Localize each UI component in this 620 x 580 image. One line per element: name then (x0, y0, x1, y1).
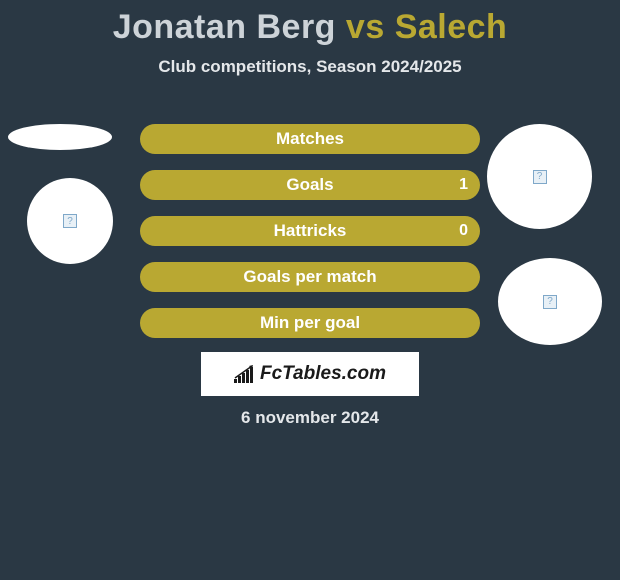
image-placeholder-icon: ? (63, 214, 77, 228)
stat-left (140, 124, 164, 154)
stat-right (456, 262, 480, 292)
bars-icon (234, 365, 256, 383)
player2-name: Salech (395, 8, 508, 46)
logo-text: FcTables.com (260, 363, 386, 385)
right-badge-avatar: ? (487, 124, 592, 229)
stat-left (140, 216, 164, 246)
stat-right: 1 (447, 170, 480, 200)
vs-text: vs (346, 8, 385, 46)
stat-left (140, 308, 164, 338)
stat-label: Goals (286, 175, 333, 195)
stat-row-min-per-goal: Min per goal (140, 308, 480, 338)
comparison-title: Jonatan Berg vs Salech (0, 0, 620, 47)
stat-row-hattricks: Hattricks 0 (140, 216, 480, 246)
fctables-logo: FcTables.com (201, 352, 419, 396)
image-placeholder-icon: ? (543, 295, 557, 309)
stats-container: Matches Goals 1 Hattricks 0 Goals per ma… (140, 124, 480, 354)
stat-left (140, 170, 164, 200)
stat-right: 0 (447, 216, 480, 246)
subtitle: Club competitions, Season 2024/2025 (0, 57, 620, 77)
stat-label: Matches (276, 129, 344, 149)
right-player-avatar: ? (498, 258, 602, 345)
image-placeholder-icon: ? (533, 170, 547, 184)
stat-right (456, 308, 480, 338)
left-player-avatar: ? (27, 178, 113, 264)
stat-label: Min per goal (260, 313, 360, 333)
stat-row-matches: Matches (140, 124, 480, 154)
stat-label: Goals per match (243, 267, 376, 287)
stat-label: Hattricks (274, 221, 347, 241)
stat-row-goals-per-match: Goals per match (140, 262, 480, 292)
stat-left (140, 262, 164, 292)
stat-right (456, 124, 480, 154)
left-badge-ellipse (8, 124, 112, 150)
player1-name: Jonatan Berg (113, 8, 336, 46)
stat-row-goals: Goals 1 (140, 170, 480, 200)
date-text: 6 november 2024 (0, 408, 620, 428)
